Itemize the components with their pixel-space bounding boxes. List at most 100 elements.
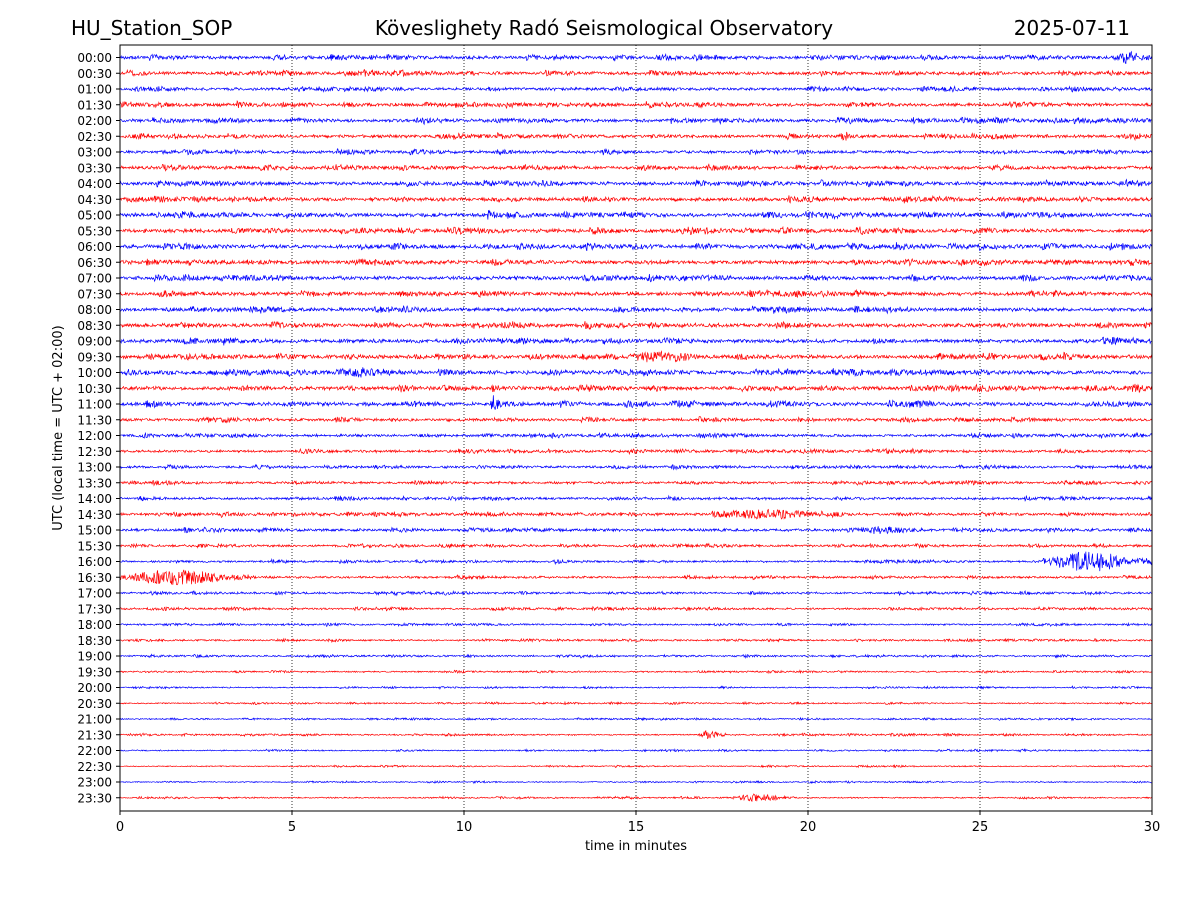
trace-1000 <box>119 367 1153 378</box>
trace-1930 <box>119 669 1153 675</box>
chart-date: 2025-07-11 <box>1013 16 1130 40</box>
trace-1700 <box>119 590 1153 597</box>
trace-0800 <box>119 305 1153 315</box>
x-tick-label: 5 <box>288 820 296 835</box>
y-tick-label: 15:00 <box>77 524 112 538</box>
y-tick-label: 04:30 <box>77 193 112 207</box>
trace-0930 <box>119 350 1153 363</box>
y-tick-label: 19:30 <box>77 665 112 679</box>
trace-0230 <box>119 131 1153 142</box>
y-tick-label: 08:30 <box>77 319 112 333</box>
y-tick-label: 22:00 <box>77 744 112 758</box>
y-tick-label: 02:00 <box>77 114 112 128</box>
y-tick-label: 03:00 <box>77 146 112 160</box>
y-tick-label: 18:00 <box>77 618 112 632</box>
grid-lines <box>291 45 981 811</box>
trace-2030 <box>119 700 1153 706</box>
x-tick-label: 30 <box>1144 820 1161 835</box>
y-tick-label: 05:30 <box>77 224 112 238</box>
y-tick-label: 22:30 <box>77 760 112 774</box>
trace-1230 <box>119 447 1153 456</box>
y-tick-label: 10:30 <box>77 382 112 396</box>
trace-0500 <box>119 209 1153 221</box>
y-tick-label: 04:00 <box>77 177 112 191</box>
trace-2330 <box>119 793 1153 802</box>
y-tick-label: 20:00 <box>77 681 112 695</box>
y-tick-label: 16:30 <box>77 571 112 585</box>
y-tick-label: 20:30 <box>77 697 112 711</box>
y-tick-label: 09:30 <box>77 350 112 364</box>
y-tick-label: 06:30 <box>77 256 112 270</box>
trace-0700 <box>119 273 1153 283</box>
trace-2130 <box>119 730 1153 739</box>
trace-1330 <box>119 479 1153 487</box>
y-tick-label: 13:00 <box>77 461 112 475</box>
x-tick-label: 0 <box>116 820 124 835</box>
station-name: HU_Station_SOP <box>71 16 233 40</box>
trace-1600 <box>119 551 1153 572</box>
y-tick-label: 18:30 <box>77 634 112 648</box>
y-tick-label: 21:00 <box>77 713 112 727</box>
y-tick-label: 09:00 <box>77 335 112 349</box>
trace-0430 <box>119 194 1153 204</box>
y-tick-label: 05:00 <box>77 209 112 223</box>
trace-2100 <box>119 716 1153 722</box>
chart-title: Köveslighety Radó Seismological Observat… <box>374 16 834 40</box>
trace-1900 <box>119 653 1153 660</box>
y-tick-label: 16:00 <box>77 555 112 569</box>
trace-1400 <box>119 494 1153 502</box>
x-axis-label: time in minutes <box>585 839 687 854</box>
trace-1030 <box>119 383 1153 394</box>
trace-2000 <box>119 685 1153 690</box>
trace-0100 <box>119 85 1153 93</box>
trace-1530 <box>119 542 1153 550</box>
y-tick-label: 15:30 <box>77 539 112 553</box>
trace-0300 <box>119 148 1153 156</box>
trace-1730 <box>119 605 1153 612</box>
trace-1300 <box>119 463 1153 471</box>
x-tick-label: 20 <box>800 820 817 835</box>
y-tick-label: 00:00 <box>77 51 112 65</box>
trace-0830 <box>119 320 1153 330</box>
y-tick-label: 14:30 <box>77 508 112 522</box>
trace-1830 <box>119 637 1153 644</box>
y-tick-label: 17:00 <box>77 587 112 601</box>
x-tick-label: 25 <box>972 820 989 835</box>
trace-0030 <box>119 68 1153 78</box>
y-tick-label: 07:00 <box>77 272 112 286</box>
y-tick-label: 07:30 <box>77 287 112 301</box>
y-tick-label: 06:00 <box>77 240 112 254</box>
y-tick-label: 12:30 <box>77 445 112 459</box>
y-tick-label: 12:00 <box>77 429 112 443</box>
trace-0130 <box>119 99 1153 110</box>
y-tick-label: 11:00 <box>77 398 112 412</box>
trace-2300 <box>119 780 1153 785</box>
trace-1430 <box>119 508 1153 520</box>
trace-0200 <box>119 116 1153 126</box>
trace-1800 <box>119 621 1153 628</box>
trace-1100 <box>119 395 1153 410</box>
y-tick-label: 02:30 <box>77 130 112 144</box>
y-tick-label: 17:30 <box>77 602 112 616</box>
y-axis-label: UTC (local time = UTC + 02:00) <box>51 325 66 530</box>
trace-0530 <box>119 225 1153 235</box>
seismic-traces <box>119 50 1153 802</box>
trace-0330 <box>119 163 1153 172</box>
trace-1130 <box>119 415 1153 424</box>
trace-2230 <box>119 763 1153 769</box>
y-tick-label: 23:30 <box>77 791 112 805</box>
y-tick-label: 01:30 <box>77 98 112 112</box>
y-tick-label: 21:30 <box>77 728 112 742</box>
x-tick-label: 10 <box>456 820 473 835</box>
trace-0630 <box>119 258 1153 267</box>
y-tick-label: 23:00 <box>77 776 112 790</box>
trace-0600 <box>119 241 1153 252</box>
y-tick-label: 14:00 <box>77 492 112 506</box>
y-tick-label: 08:00 <box>77 303 112 317</box>
y-tick-label: 01:00 <box>77 83 112 97</box>
y-tick-label: 13:30 <box>77 476 112 490</box>
y-tick-label: 11:30 <box>77 413 112 427</box>
trace-0400 <box>119 178 1153 188</box>
